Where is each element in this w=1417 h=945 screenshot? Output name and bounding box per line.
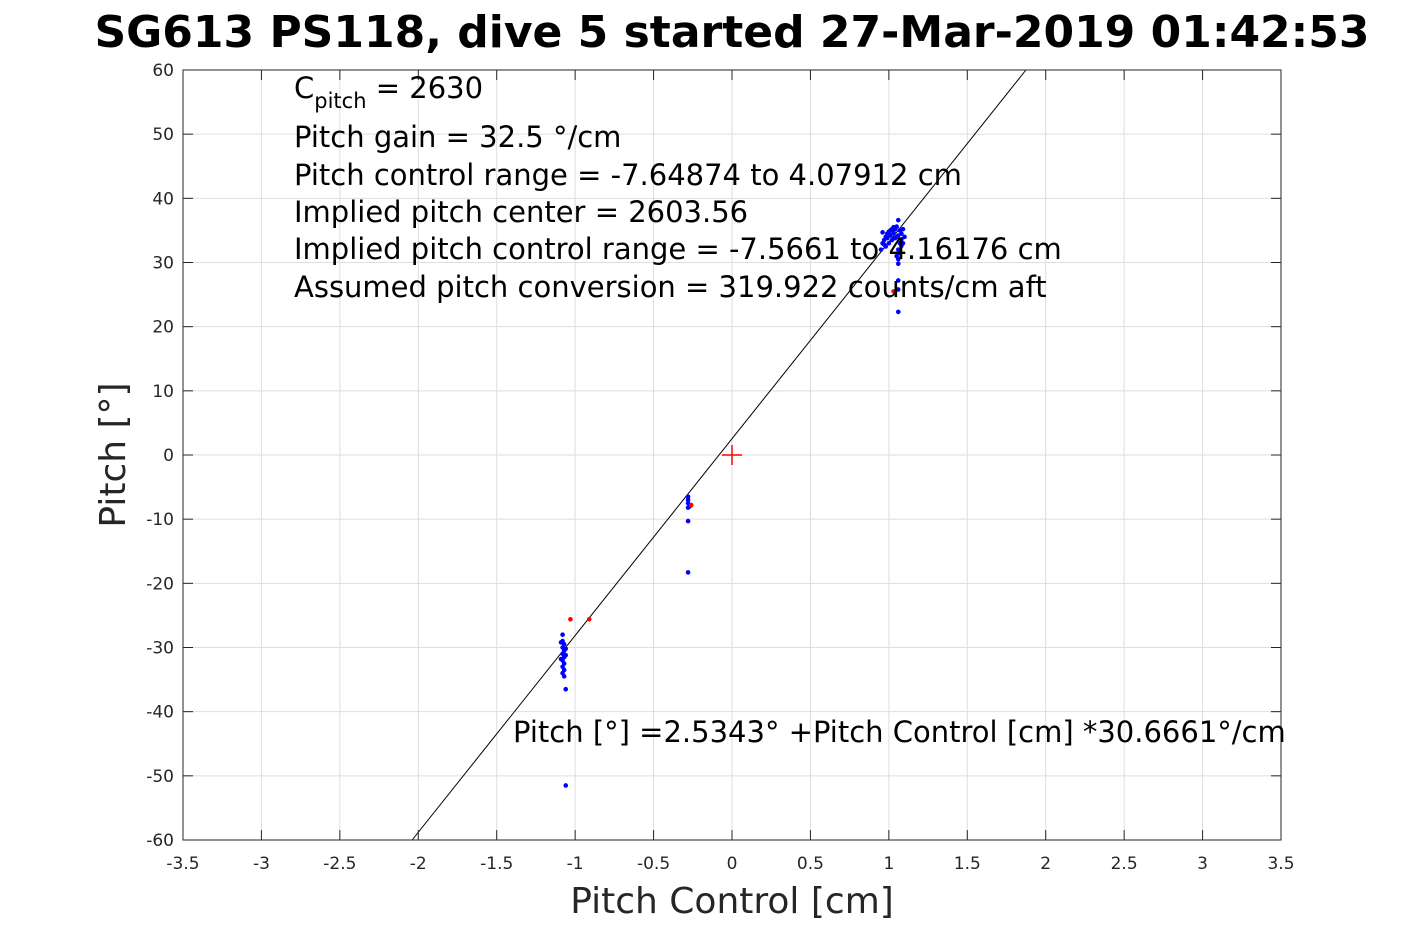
data-point	[897, 250, 903, 256]
y-tick-label: 30	[152, 254, 174, 274]
data-point	[880, 230, 885, 235]
cpitch-value: = 2630	[367, 71, 484, 105]
data-point	[561, 674, 567, 679]
data-point	[685, 497, 691, 503]
data-point	[900, 226, 906, 232]
fit-equation-label: Pitch [°] =2.5343° +Pitch Control [cm] *…	[513, 715, 1286, 749]
data-point	[884, 235, 890, 241]
y-tick-label: 0	[163, 446, 174, 466]
x-tick-label: 2	[1040, 854, 1051, 874]
data-point	[886, 240, 892, 246]
x-tick-label: -0.5	[637, 854, 670, 874]
data-point	[895, 261, 901, 267]
x-tick-label: -1	[567, 854, 584, 874]
data-points	[558, 217, 907, 788]
data-point	[881, 242, 887, 247]
data-point	[563, 652, 569, 658]
y-tick-labels: 60 50 40 30 20 10 0 -10 -20 -30 -40 -50 -60	[146, 61, 174, 851]
y-tick-label: 40	[152, 189, 174, 209]
x-tick-label: 0.5	[797, 854, 824, 874]
data-point	[891, 289, 896, 294]
data-point	[902, 234, 907, 240]
annotation-pitch-range: Pitch control range = -7.64874 to 4.0791…	[294, 158, 962, 192]
annotation-pitch-center: Implied pitch center = 2603.56	[294, 195, 748, 229]
data-point	[685, 494, 691, 500]
data-point	[685, 570, 691, 575]
data-point	[563, 783, 569, 788]
data-point	[895, 287, 901, 292]
y-tick-label: -10	[146, 510, 174, 530]
annotation-cpitch: Cpitch = 2630	[294, 71, 483, 113]
x-tick-label: 1	[883, 854, 894, 874]
cpitch-base: C	[294, 71, 314, 105]
x-tick-label: -2	[410, 854, 427, 874]
annotation-block: Cpitch = 2630 Pitch gain = 32.5 °/cm Pit…	[294, 71, 1062, 304]
x-tick-label: -1.5	[480, 854, 513, 874]
data-point	[878, 247, 884, 252]
x-axis-label: Pitch Control [cm]	[570, 881, 894, 922]
y-tick-label: -40	[146, 703, 174, 723]
data-point	[894, 234, 899, 240]
annotation-conversion: Assumed pitch conversion = 319.922 count…	[294, 270, 1047, 304]
fit-line	[411, 69, 1027, 841]
data-point	[895, 217, 901, 223]
annotation-pitch-gain: Pitch gain = 32.5 °/cm	[294, 120, 621, 154]
data-point	[888, 233, 893, 238]
data-point	[563, 686, 569, 692]
x-tick-label: -3.5	[166, 854, 199, 874]
x-tick-label: 3.5	[1267, 854, 1294, 874]
origin-marker	[722, 445, 742, 465]
x-tick-label: -3	[253, 854, 270, 874]
data-point	[899, 237, 904, 242]
y-tick-label: 20	[152, 318, 174, 338]
data-point	[586, 616, 592, 622]
plot-content	[411, 69, 1027, 841]
y-tick-label: 60	[152, 61, 174, 81]
x-tick-label: 2.5	[1111, 854, 1138, 874]
axis-ticks	[182, 69, 1282, 841]
data-point	[895, 278, 901, 283]
x-tick-labels: -3.5 -3 -2.5 -2 -1.5 -1 -0.5 0 0.5 1 1.5 2 2.5 3 3.5	[166, 854, 1294, 874]
data-point	[558, 656, 564, 662]
y-tick-label: 10	[152, 382, 174, 402]
y-tick-label: -60	[146, 831, 174, 851]
x-tick-label: -2.5	[323, 854, 356, 874]
y-tick-label: -20	[146, 574, 174, 594]
y-tick-label: -30	[146, 639, 174, 659]
y-tick-label: 50	[152, 125, 174, 145]
y-tick-label: -50	[146, 767, 174, 787]
data-point	[688, 502, 694, 508]
data-point	[900, 240, 906, 246]
data-point	[685, 505, 691, 510]
x-tick-label: 1.5	[954, 854, 981, 874]
data-point	[685, 518, 691, 524]
data-point	[560, 632, 565, 637]
x-tick-label: 3	[1197, 854, 1208, 874]
x-tick-label: 0	[727, 854, 738, 874]
data-point	[891, 230, 896, 236]
data-point	[894, 253, 899, 259]
data-point	[568, 616, 573, 622]
data-point	[895, 309, 901, 315]
data-point	[563, 646, 569, 652]
data-point	[894, 224, 899, 229]
data-point	[558, 640, 564, 645]
chart-title: SG613 PS118, dive 5 started 27-Mar-2019 …	[94, 7, 1369, 58]
y-axis-label: Pitch [°]	[93, 382, 134, 527]
annotation-implied-range: Implied pitch control range = -7.5661 to…	[294, 232, 1062, 266]
cpitch-subscript: pitch	[314, 89, 366, 113]
